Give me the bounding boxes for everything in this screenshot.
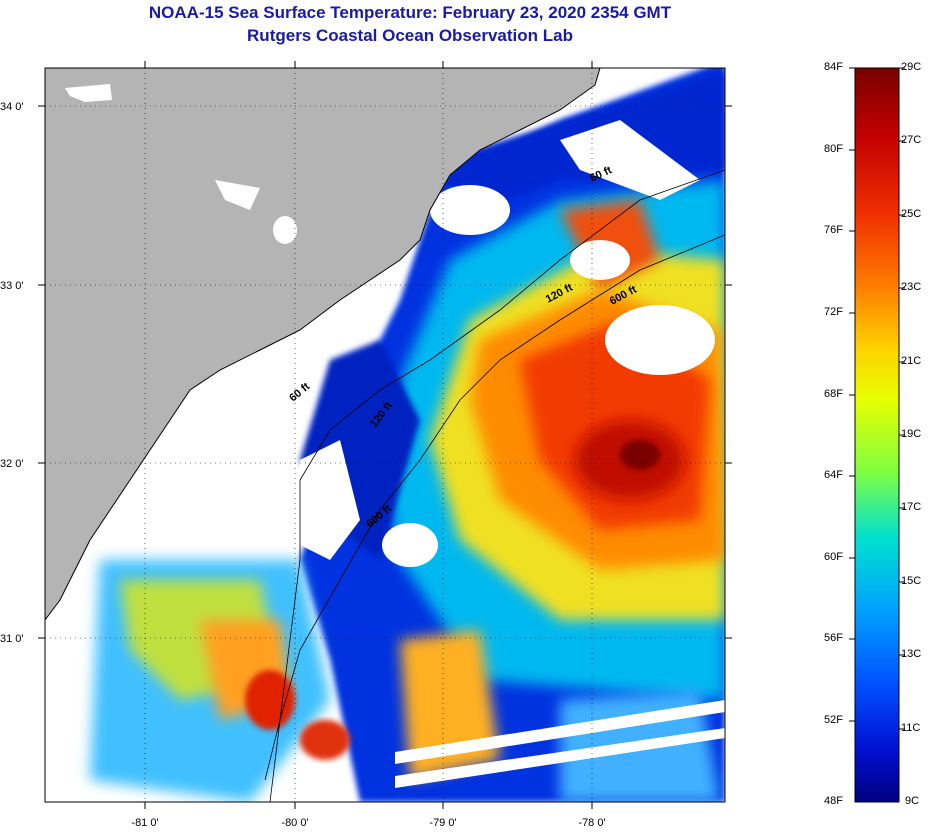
colorbar-f-label: 64F: [824, 469, 843, 481]
colorbar-f-label: 76F: [824, 224, 843, 236]
coastline: [45, 68, 601, 621]
colorbar-ticks: [849, 67, 905, 730]
land-lakes: [65, 84, 297, 244]
lon-label: -78 0': [578, 817, 605, 829]
colorbar: [854, 67, 900, 803]
land: [45, 68, 600, 620]
colorbar-c-label: 19C: [901, 428, 922, 440]
colorbar-c-label: 21C: [901, 355, 922, 367]
colorbar-c-label: 27C: [901, 134, 922, 146]
colorbar-f-label: 80F: [824, 143, 843, 155]
lat-label: 32 0': [0, 458, 24, 470]
colorbar-f-label: 68F: [824, 388, 843, 400]
colorbar-c-label: 29C: [901, 61, 922, 73]
colorbar-c-label: 23C: [901, 281, 922, 293]
lat-label: 31 0': [0, 633, 24, 645]
colorbar-c-label: 9C: [905, 795, 920, 807]
lon-label: -79 0': [429, 817, 456, 829]
colorbar-c-label: 25C: [901, 208, 922, 220]
lon-label: -80 0': [281, 817, 308, 829]
map-frame: [44, 67, 726, 803]
lon-label: -81 0': [131, 817, 158, 829]
colorbar-f-label: 84F: [824, 61, 843, 73]
colorbar-f-label: 60F: [824, 551, 843, 563]
chart-subtitle: Rutgers Coastal Ocean Observation Lab: [247, 26, 573, 45]
graticule: [45, 68, 725, 802]
chart-title: NOAA-15 Sea Surface Temperature: Februar…: [148, 3, 672, 22]
colorbar-f-label: 56F: [824, 632, 843, 644]
colorbar-f-label: 48F: [824, 795, 843, 807]
colorbar-f-label: 52F: [824, 714, 843, 726]
axis-ticks: [38, 61, 732, 809]
cloud-patches: [290, 120, 725, 788]
colorbar-c-label: 15C: [901, 575, 922, 587]
lat-label: 33 0': [0, 280, 24, 292]
colorbar-f-label: 72F: [824, 306, 843, 318]
lat-label: 34 0': [0, 101, 24, 113]
colorbar-c-label: 13C: [901, 648, 922, 660]
colorbar-c-label: 17C: [901, 501, 922, 513]
colorbar-c-label: 11C: [901, 722, 921, 734]
bathymetry-contours: [264, 169, 725, 802]
